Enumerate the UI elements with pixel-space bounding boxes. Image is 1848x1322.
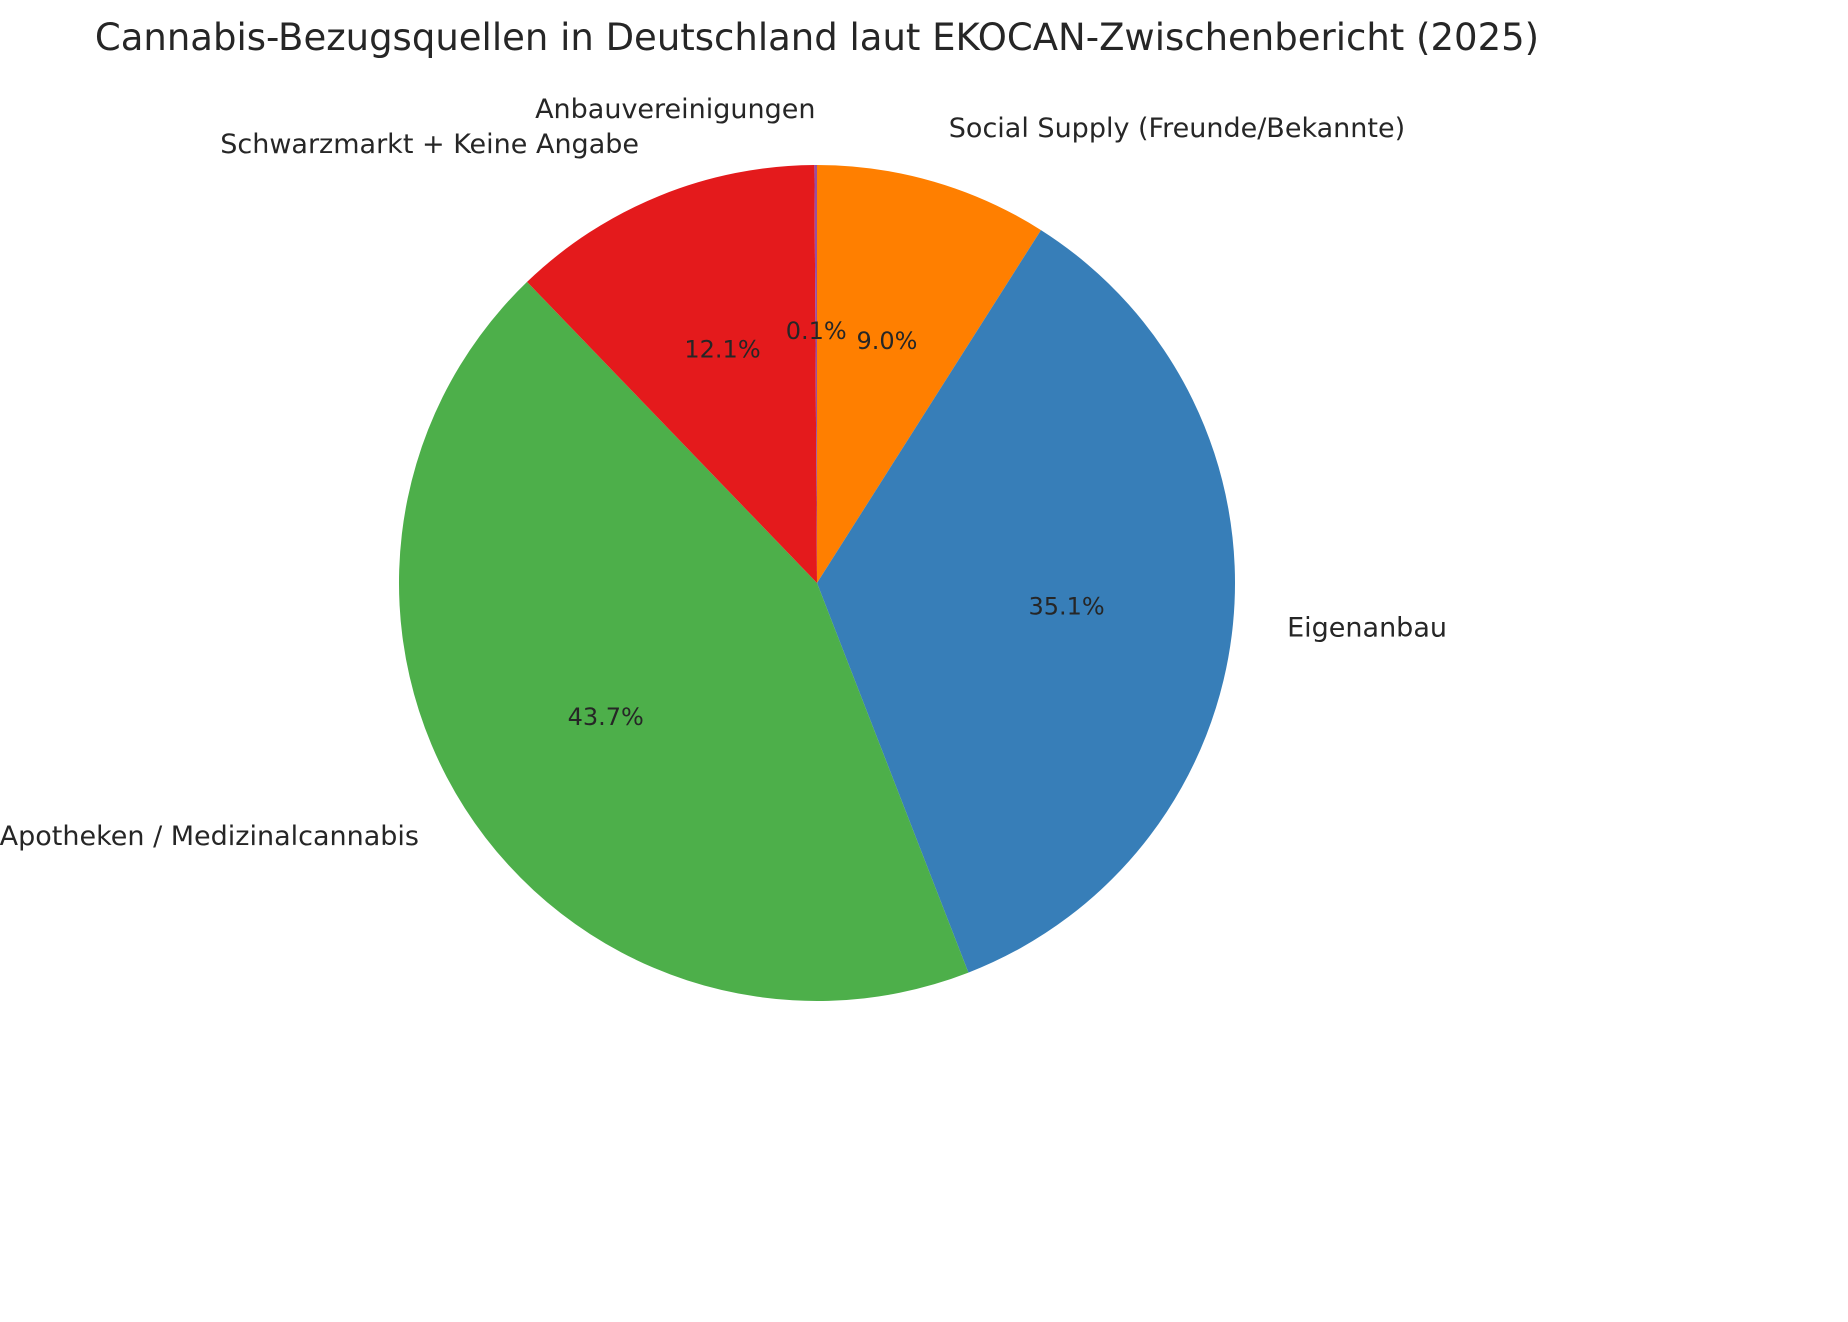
slice-label-eigenanbau: Eigenanbau [1287,612,1447,643]
slice-label-apotheken-medizinalcannabis: Apotheken / Medizinalcannabis [0,821,419,852]
pie-slice-social-supply-freunde-bekannte [817,165,1041,583]
slice-label-anbauvereinigungen: Anbauvereinigungen [535,94,815,125]
slice-label-social-supply-freunde-bekannte: Social Supply (Freunde/Bekannte) [949,113,1405,144]
slice-percent-apotheken-medizinalcannabis: 43.7% [568,703,644,731]
chart-title: Cannabis-Bezugsquellen in Deutschland la… [94,16,1540,59]
pie-slice-schwarzmarkt-keine-angabe [527,165,817,583]
pie-slice-anbauvereinigungen [814,165,817,583]
slice-percent-schwarzmarkt-keine-angabe: 12.1% [684,336,760,364]
slice-percent-eigenanbau: 35.1% [1028,592,1104,620]
slice-label-schwarzmarkt-keine-angabe: Schwarzmarkt + Keine Angabe [220,129,639,160]
slice-percent-anbauvereinigungen: 0.1% [786,317,847,345]
pie-slice-eigenanbau [817,230,1236,973]
slice-percent-social-supply-freunde-bekannte: 9.0% [857,327,918,355]
pie-slice-apotheken-medizinalcannabis [398,281,969,1002]
